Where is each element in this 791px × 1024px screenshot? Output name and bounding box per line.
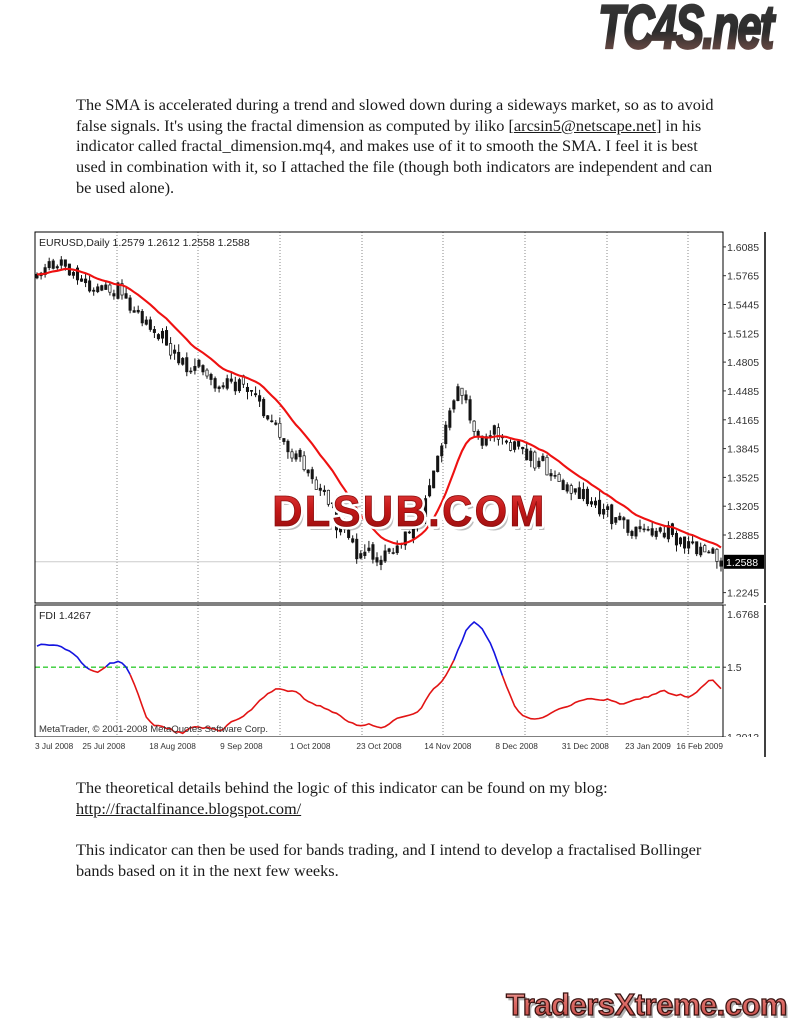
svg-text:DLSUB.COM: DLSUB.COM <box>272 487 543 536</box>
